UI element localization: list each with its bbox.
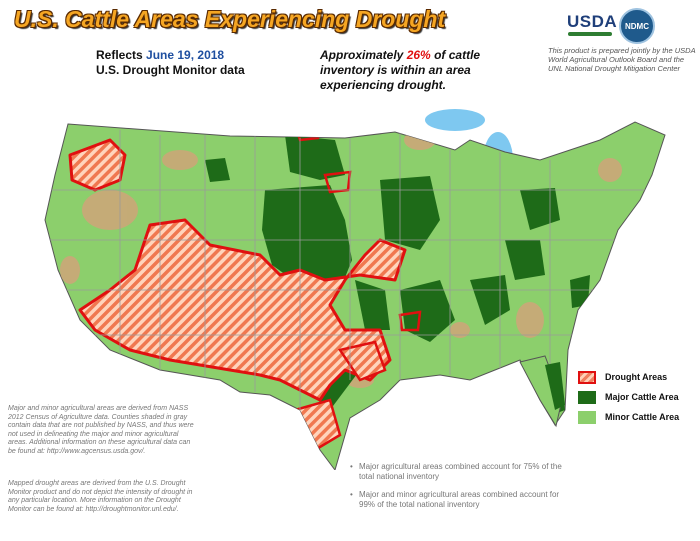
inventory-notes: • Major agricultural areas combined accou… bbox=[350, 462, 565, 518]
usda-logo: USDA bbox=[567, 12, 618, 31]
reflects-date: June 19, 2018 bbox=[146, 48, 225, 62]
major-swatch bbox=[578, 390, 596, 404]
minor-swatch bbox=[578, 410, 596, 424]
drought-swatch bbox=[578, 370, 596, 384]
drought-data-note: Mapped drought areas are derived from th… bbox=[8, 480, 193, 513]
florida-major-area bbox=[545, 362, 565, 410]
map-title: U.S. Cattle Areas Experiencing Drought bbox=[14, 6, 446, 32]
usda-swoosh-icon bbox=[568, 32, 612, 36]
disclaimer-text: This product is prepared jointly by the … bbox=[548, 46, 696, 73]
inventory-note-major: • Major agricultural areas combined accou… bbox=[350, 462, 565, 481]
major-cattle-areas bbox=[205, 135, 590, 415]
summary-percent: 26% bbox=[406, 48, 431, 62]
reflects-prefix: Reflects bbox=[96, 48, 147, 62]
legend-item-major: Major Cattle Area bbox=[578, 387, 679, 407]
bullet-icon: • bbox=[350, 462, 353, 471]
ndmc-logo: NDMC bbox=[619, 8, 655, 44]
state-boundaries bbox=[45, 130, 660, 410]
inventory-note-combined-text: Major and minor agricultural areas combi… bbox=[359, 490, 560, 509]
drought-summary: Approximately 26% of cattle inventory is… bbox=[320, 48, 530, 93]
legend-item-drought: Drought Areas bbox=[578, 367, 679, 387]
map-legend: Drought Areas Major Cattle Area Minor Ca… bbox=[578, 367, 679, 427]
inventory-note-combined: • Major and minor agricultural areas comb… bbox=[350, 490, 565, 509]
inventory-note-major-text: Major agricultural areas combined accoun… bbox=[359, 462, 562, 481]
legend-label-drought: Drought Areas bbox=[605, 372, 668, 382]
legend-item-minor: Minor Cattle Area bbox=[578, 407, 679, 427]
us-map bbox=[44, 109, 666, 470]
summary-prefix: Approximately bbox=[320, 48, 407, 62]
bullet-icon: • bbox=[350, 490, 353, 499]
reflects-note: Reflects June 19, 2018 U.S. Drought Moni… bbox=[96, 48, 245, 78]
drought-areas bbox=[68, 122, 422, 452]
legend-label-minor: Minor Cattle Area bbox=[605, 412, 680, 422]
legend-label-major: Major Cattle Area bbox=[605, 392, 679, 402]
reflects-source: U.S. Drought Monitor data bbox=[96, 63, 245, 77]
summary-suffix: of cattle inventory is within an area ex… bbox=[320, 48, 481, 92]
ag-data-note: Major and minor agricultural areas are d… bbox=[8, 405, 194, 455]
